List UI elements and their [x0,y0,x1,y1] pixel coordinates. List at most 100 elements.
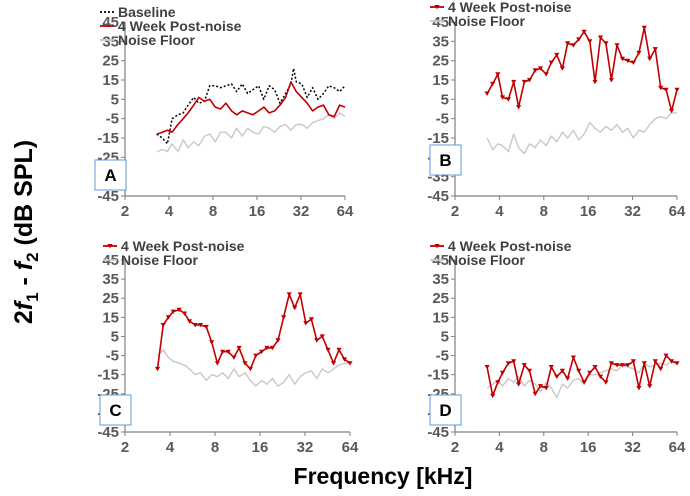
y-tick-label: 15 [102,72,119,89]
data-point [674,87,680,93]
y-tick-label: -15 [97,130,119,147]
y-tick-label: -15 [97,367,119,384]
legend-label: Noise Floor [448,13,526,29]
series-line-4-week-post-noise [486,26,678,112]
y-tick-label: -45 [427,188,449,205]
data-point [286,292,292,297]
series-line-noise-floor [486,112,677,155]
data-point [521,363,527,368]
x-axis-label: Frequency [kHz] [294,463,473,489]
data-point [242,361,248,366]
x-tick-label: 16 [249,203,266,220]
legend-label: 4 Week Post-noise [118,18,242,34]
data-point [264,345,270,351]
data-point [647,56,653,62]
panel-label: D [439,401,451,420]
x-tick-label: 4 [495,439,504,456]
x-tick-label: 2 [451,203,459,220]
data-point [581,29,587,35]
x-tick-label: 32 [297,439,314,456]
panels: -45-35-25-15-5515253545248163264Baseline… [94,0,686,456]
y-tick-label: 5 [441,91,449,108]
y-tick-label: -45 [427,424,449,441]
data-point [636,386,642,391]
y-tick-label: 45 [102,14,119,31]
y-tick-label: 25 [102,290,119,307]
data-point [619,363,625,368]
data-point [160,323,166,328]
legend-label: Baseline [118,4,176,20]
data-point [570,355,576,360]
y-tick-label: 5 [111,91,119,108]
data-point [231,355,237,360]
data-point [641,25,647,31]
data-point [484,365,490,370]
data-point [559,368,565,374]
data-point [269,345,276,351]
panel-label-box [429,394,462,426]
data-point [236,345,242,351]
data-point [630,359,636,364]
data-point [543,72,549,77]
data-point [281,315,287,320]
panel-label: C [109,401,121,420]
y-tick-label: -5 [106,348,119,365]
y-tick-label: 45 [432,14,449,31]
data-point [303,321,309,326]
legend-marker [107,244,113,249]
data-point [565,41,571,46]
legend-label: Noise Floor [448,252,526,268]
data-point [495,380,501,385]
data-point [308,317,314,322]
data-point [511,79,517,85]
legend-label: 4 Week Post-noise [121,238,245,254]
data-point [636,50,642,56]
y-tick-label: 25 [102,53,119,70]
data-point [336,347,342,353]
legend-marker [434,5,440,10]
data-point [225,349,231,355]
data-point [192,323,198,328]
panel-label-box [94,159,127,191]
data-point [603,41,609,46]
legend-label: 4 Week Post-noise [448,238,572,254]
data-point [608,361,614,366]
data-point [214,361,220,366]
series-line-4-week-post-noise [156,81,346,135]
data-point [592,365,598,370]
data-point [347,361,353,366]
data-point [330,361,337,366]
x-tick-label: 8 [211,439,219,456]
data-point [603,380,609,385]
data-point [570,43,576,48]
y-axis-label: 2f1 - f2 (dB SPL) [10,140,42,324]
data-point [511,359,517,364]
data-point [203,324,209,330]
x-tick-label: 16 [580,439,597,456]
x-tick-label: 4 [495,203,504,220]
data-point [176,307,182,313]
data-point [576,37,582,42]
data-point [630,60,636,65]
data-point [314,338,320,343]
data-point [619,56,625,62]
data-point [532,68,538,73]
x-tick-label: 64 [337,203,354,220]
data-point [548,60,554,65]
data-point [247,366,253,372]
y-tick-label: 35 [432,271,449,288]
data-point [341,357,348,362]
data-point [565,376,571,381]
x-tick-label: 32 [624,203,641,220]
data-point [499,95,506,100]
data-point [614,43,620,48]
data-point [505,97,511,102]
data-point [592,79,598,85]
data-point [170,309,176,314]
x-tick-label: 2 [121,203,129,220]
data-point [516,382,522,387]
data-point [587,370,593,376]
data-point [614,363,620,368]
data-point [495,72,501,77]
